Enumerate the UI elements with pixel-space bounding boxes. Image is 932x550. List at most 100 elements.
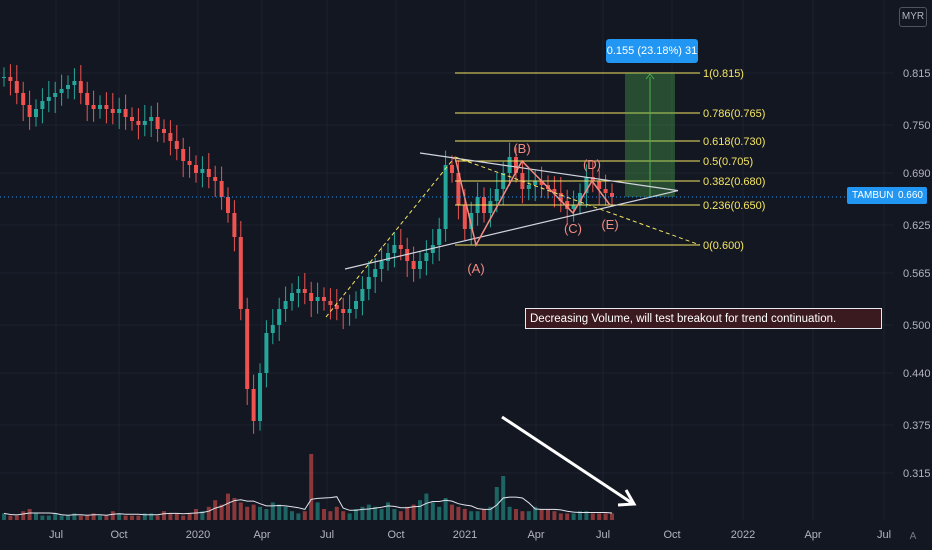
- candle-body: [226, 197, 230, 213]
- volume-bar: [245, 506, 250, 520]
- volume-bar: [264, 509, 269, 520]
- price-axis[interactable]: 0.815 0.750 0.690 0.625 0.565 0.500 0.440 0.375…: [903, 68, 931, 480]
- candle-body: [162, 129, 166, 133]
- volume-bar: [110, 511, 115, 520]
- fib-level-label: 1(0.815): [703, 68, 744, 80]
- candle-body: [373, 269, 378, 277]
- time-axis-label: Apr: [527, 529, 544, 541]
- candle-body: [21, 93, 26, 105]
- volume-bar: [251, 504, 256, 520]
- time-axis[interactable]: Jul Oct 2020 Apr Jul Oct 2021 Apr Jul Oct 2022 Apr J…: [49, 529, 891, 541]
- volume-bar: [181, 515, 186, 520]
- volume-bar: [373, 506, 378, 520]
- volume-bar: [539, 509, 544, 520]
- candle-body: [91, 105, 96, 109]
- trendline-drawings[interactable]: (A) (B) (C) (D) (E): [0, 73, 893, 507]
- candle-body: [110, 109, 115, 113]
- price-axis-label: 0.440: [903, 368, 931, 380]
- volume-bar: [213, 500, 218, 520]
- annotation-note[interactable]: Decreasing Volume, will test breakout fo…: [525, 308, 882, 329]
- wave-label: (B): [513, 141, 530, 156]
- candle-body: [46, 97, 51, 101]
- price-axis-label: 0.750: [903, 120, 931, 132]
- time-axis-label: Oct: [110, 529, 127, 541]
- candle-body: [206, 169, 211, 177]
- candle-body: [296, 289, 301, 293]
- volume-bar: [456, 506, 461, 520]
- fib-retracement[interactable]: 1(0.815) 0.786(0.765) 0.618(0.730) 0.5(0.70…: [455, 68, 765, 252]
- volume-bar: [40, 515, 45, 520]
- volume-bar: [85, 515, 90, 520]
- time-axis-label: Apr: [804, 529, 821, 541]
- candle-body: [539, 181, 544, 185]
- volume-bar: [565, 513, 570, 520]
- candle-body: [238, 237, 243, 309]
- time-axis-label: Oct: [663, 529, 680, 541]
- candle-body: [571, 205, 576, 209]
- candle-body: [277, 309, 282, 325]
- candle-body: [302, 289, 307, 293]
- candle-body: [603, 189, 608, 193]
- candlesticks: [2, 64, 614, 434]
- volume-bar: [2, 513, 6, 520]
- candle-body: [123, 109, 128, 117]
- volume-bar: [558, 513, 563, 520]
- candle-body: [53, 93, 58, 97]
- volume-bar: [174, 513, 179, 520]
- candle-body: [443, 165, 448, 229]
- wave-label: (E): [601, 217, 618, 232]
- fib-level-label: 0.5(0.705): [703, 156, 753, 168]
- candle-body: [136, 121, 141, 125]
- candle-body: [309, 293, 314, 301]
- candle-body: [264, 333, 269, 373]
- candle-body: [72, 81, 77, 85]
- currency-badge[interactable]: MYR: [899, 7, 927, 27]
- grid-lines: [0, 0, 893, 520]
- candle-body: [354, 301, 358, 309]
- volume-bar: [206, 506, 211, 520]
- candle-body: [168, 133, 173, 141]
- candle-body: [66, 85, 70, 89]
- volume-bar: [443, 498, 448, 520]
- ticker-symbol: TAMBUN: [852, 190, 894, 201]
- volume-bar: [610, 513, 614, 520]
- candle-body: [584, 177, 589, 193]
- candle-body: [187, 161, 192, 165]
- candle-body: [14, 81, 19, 93]
- volume-bar: [597, 513, 602, 520]
- volume-bar: [424, 493, 429, 520]
- volume-bar: [514, 509, 518, 520]
- candle-body: [59, 89, 64, 93]
- candle-body: [142, 121, 147, 125]
- volume-bar: [437, 506, 442, 520]
- wave-label: (C): [564, 221, 582, 236]
- candle-body: [334, 305, 339, 309]
- trend-arrow-line: [501, 415, 633, 505]
- volume-ma-line: [3, 496, 613, 516]
- candle-body: [533, 181, 538, 185]
- volume-bar: [14, 515, 19, 520]
- volume-bar: [219, 504, 224, 520]
- candle-body: [430, 245, 435, 253]
- price-range-measure-label[interactable]: 0.155 (23.18%) 31: [606, 39, 698, 63]
- candle-body: [347, 309, 352, 313]
- fib-level-label: 0.618(0.730): [703, 136, 765, 148]
- volume-bar: [270, 502, 275, 520]
- auto-scale-button[interactable]: A: [909, 531, 917, 542]
- price-axis-label: 0.565: [903, 268, 931, 280]
- triangle-upper-line: [419, 152, 679, 192]
- volume-bar: [578, 511, 582, 520]
- fib-level-label: 0.382(0.680): [703, 176, 765, 188]
- volume-bar: [584, 511, 589, 520]
- volume-bar: [123, 515, 128, 520]
- volume-bar: [136, 515, 141, 520]
- candle-body: [181, 149, 186, 161]
- candle-body: [270, 325, 275, 333]
- candle-body: [117, 109, 122, 113]
- candle-body: [85, 93, 90, 105]
- candle-body: [341, 309, 346, 313]
- candle-body: [597, 181, 602, 189]
- volume-bar: [27, 509, 32, 520]
- candle-body: [514, 157, 518, 173]
